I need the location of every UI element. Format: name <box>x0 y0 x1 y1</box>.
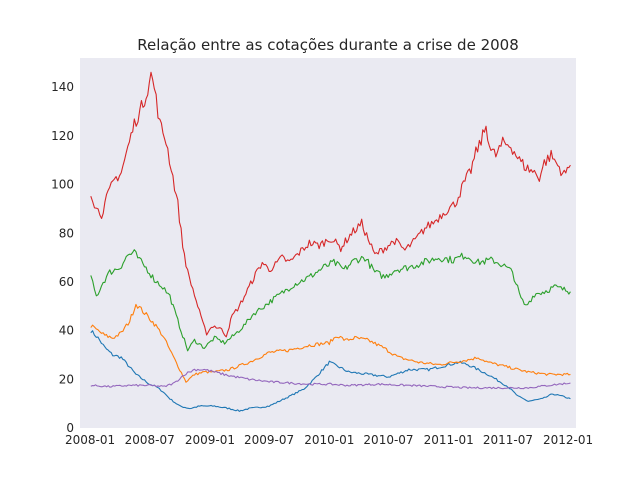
x-axis: 2008-01 2008-07 2009-01 2009-07 2010-01 2010-… <box>65 433 593 447</box>
series-line-2 <box>90 303 571 383</box>
x-tick-label: 2008-01 <box>65 433 115 447</box>
x-tick-label: 2011-01 <box>424 433 474 447</box>
y-tick-label: 0 <box>66 421 74 435</box>
x-tick-label: 2008-07 <box>125 433 175 447</box>
y-tick-label: 120 <box>51 129 74 143</box>
x-tick-label: 2010-01 <box>304 433 354 447</box>
x-tick-label: 2012-01 <box>543 433 593 447</box>
y-tick-label: 40 <box>59 324 74 338</box>
y-tick-label: 140 <box>51 80 74 94</box>
series-line-1 <box>90 330 571 412</box>
y-tick-label: 100 <box>51 178 74 192</box>
y-axis: 0 20 40 60 80 100 120 140 <box>51 80 74 435</box>
x-tick-label: 2009-07 <box>244 433 294 447</box>
series-layer <box>90 71 571 412</box>
series-line-4 <box>90 71 571 338</box>
y-tick-label: 60 <box>59 275 74 289</box>
plot-area <box>80 58 576 428</box>
series-line-3 <box>90 249 571 352</box>
y-tick-label: 80 <box>59 226 74 240</box>
series-line-5 <box>90 368 571 390</box>
chart-title: Relação entre as cotações durante a cris… <box>137 36 519 54</box>
x-tick-label: 2009-01 <box>185 433 235 447</box>
x-tick-label: 2011-07 <box>483 433 533 447</box>
y-tick-label: 20 <box>59 372 74 386</box>
x-tick-label: 2010-07 <box>363 433 413 447</box>
